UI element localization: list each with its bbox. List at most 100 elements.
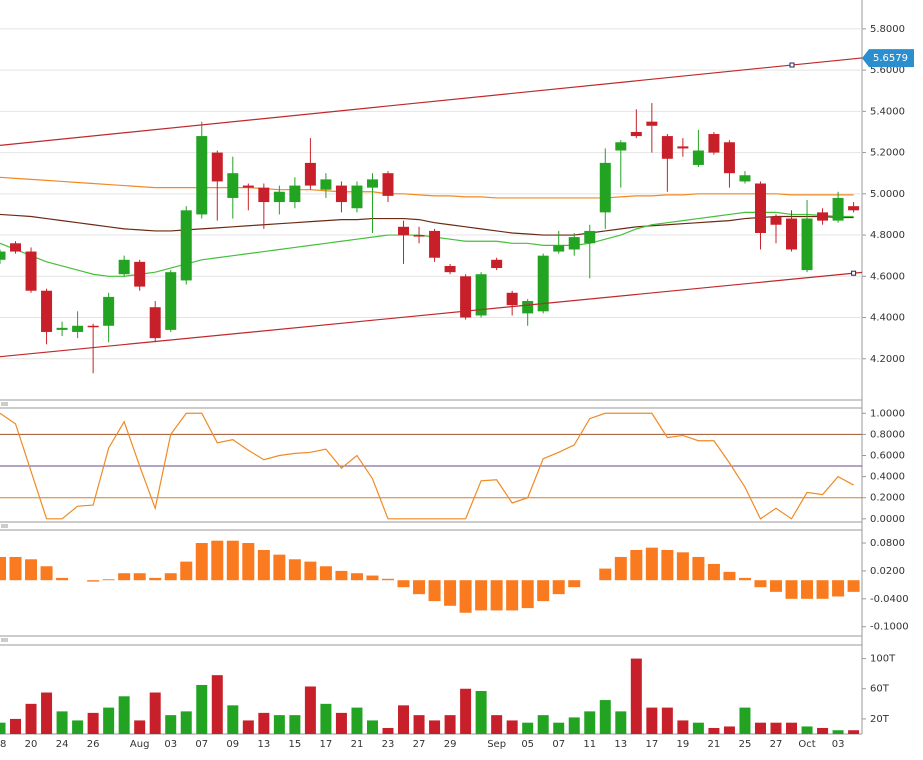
x-tick-label: Oct (798, 739, 815, 750)
candle-body (429, 230, 441, 258)
histogram-bar (785, 580, 798, 599)
volume-bar (0, 722, 6, 734)
volume-bar (366, 720, 378, 734)
candle-body (273, 191, 285, 203)
histogram-bar (832, 580, 845, 597)
candle-body (211, 152, 223, 182)
candle-body (817, 212, 829, 221)
candle-body (723, 142, 735, 174)
histogram-bar (521, 580, 534, 609)
candle-body (677, 146, 689, 149)
x-tick-label: 24 (56, 739, 69, 750)
candle-body (366, 179, 378, 188)
histogram-bar (118, 573, 131, 581)
x-tick-label: 27 (413, 739, 426, 750)
x-tick-label: 26 (87, 739, 100, 750)
histogram-bar (506, 580, 519, 611)
candle-body (708, 134, 720, 153)
volume-bar (754, 722, 766, 734)
volume-bar (351, 707, 363, 734)
volume-bar (242, 720, 254, 734)
histogram-bar (459, 580, 472, 613)
candle-body (0, 251, 6, 260)
candle-body (786, 218, 798, 250)
x-tick-label: 13 (614, 739, 627, 750)
candle-body (801, 218, 813, 271)
x-tick-label: 20 (25, 739, 38, 750)
histogram-bar (707, 563, 720, 581)
trend-handle (789, 62, 795, 68)
x-tick-label: 17 (320, 739, 333, 750)
volume-bar (258, 712, 270, 734)
histogram-bar (56, 577, 69, 581)
histogram-bar (257, 549, 270, 581)
histogram-bar (801, 580, 814, 599)
candle-body (382, 173, 394, 196)
panel-handle[interactable] (1, 524, 8, 528)
candle-body (491, 259, 503, 269)
x-tick-label: 03 (832, 739, 845, 750)
histogram-bar (661, 549, 674, 581)
candle-body (506, 292, 518, 306)
y-tick-label: 5.2000 (870, 148, 905, 159)
candle-body (599, 162, 611, 213)
x-tick-label: 27 (770, 739, 783, 750)
volume-bar (553, 722, 565, 734)
volume-bar (692, 722, 704, 734)
histogram-bar (552, 580, 565, 595)
y-tick-label: 0.6000 (870, 451, 905, 462)
volume-bar (848, 730, 860, 734)
x-tick-label: 09 (226, 739, 239, 750)
volume-bar (491, 715, 503, 734)
y-tick-label: 4.4000 (870, 313, 905, 324)
candle-body (149, 307, 161, 339)
oscillator-line (0, 412, 854, 520)
histogram-bar (444, 580, 457, 606)
y-tick-label: 5.0000 (870, 189, 905, 200)
candle-body (615, 142, 627, 151)
y-tick-label: 5.6000 (870, 65, 905, 76)
candle-body (739, 175, 751, 182)
x-tick-label: 11 (583, 739, 596, 750)
y-tick-label: 4.6000 (870, 271, 905, 282)
x-tick-label: 15 (289, 739, 302, 750)
volume-bar (149, 692, 161, 734)
volume-bar (568, 717, 580, 734)
candle-body (522, 301, 534, 314)
candle-body (444, 265, 456, 273)
histogram-bar (304, 561, 317, 581)
candle-body (25, 251, 37, 291)
volume-bar (708, 727, 720, 734)
volume-bar (460, 688, 472, 734)
x-tick-label: 29 (444, 739, 457, 750)
price-marker-label: 5.6579 (873, 53, 908, 64)
histogram-bar (211, 540, 224, 581)
volume-bar (599, 700, 611, 734)
candle-body (87, 325, 99, 328)
candle-body (537, 255, 549, 312)
candle-body (584, 230, 596, 244)
y-tick-label: 4.8000 (870, 230, 905, 241)
volume-bar (103, 707, 115, 734)
candle-body (242, 185, 254, 188)
histogram-bar (676, 552, 689, 581)
volume-bar (429, 720, 441, 734)
volume-bar (817, 727, 829, 734)
volume-bar (196, 684, 208, 734)
histogram-bar (692, 556, 705, 581)
moving-average (0, 176, 854, 199)
panel-handle[interactable] (1, 402, 8, 406)
y-tick-label: 0.0200 (870, 566, 905, 577)
histogram-bar (226, 540, 239, 581)
histogram-bar (397, 580, 410, 588)
volume-bar (475, 691, 487, 734)
candle-body (227, 173, 239, 198)
volume-bar (41, 692, 53, 734)
panel-handle[interactable] (1, 638, 8, 642)
histogram-bar (195, 543, 208, 581)
x-tick-label: 07 (552, 739, 565, 750)
volume-bar (72, 720, 84, 734)
histogram-bar (25, 559, 38, 581)
histogram-bar (413, 580, 426, 595)
